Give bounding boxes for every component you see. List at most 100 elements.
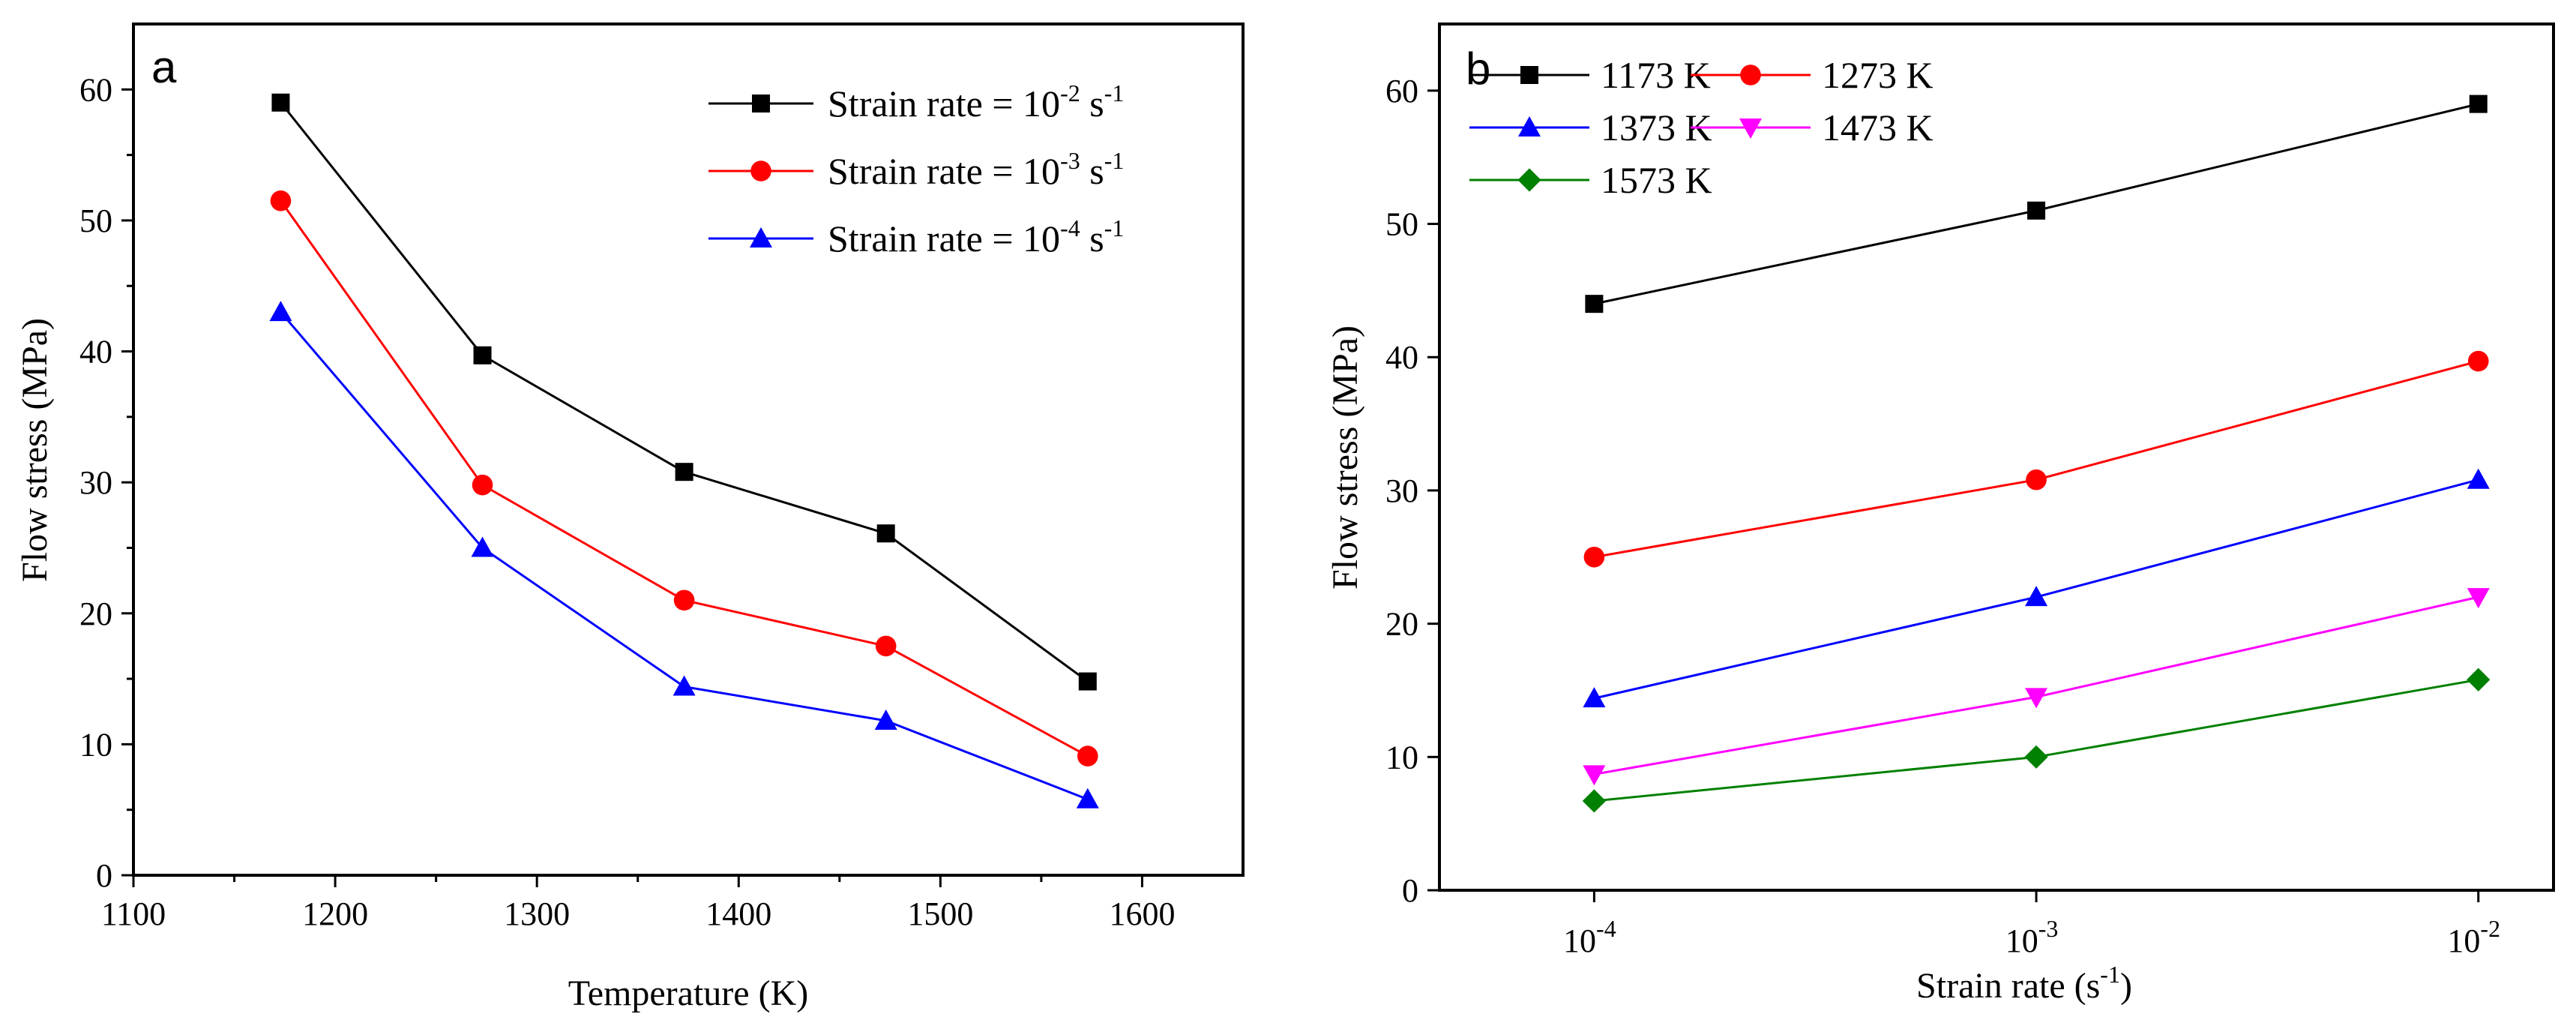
x-tick-label: 10-3 xyxy=(2005,915,2059,959)
data-point xyxy=(2027,201,2046,220)
y-tick-label: 40 xyxy=(1385,339,1418,376)
y-tick-label: 40 xyxy=(79,334,112,370)
legend-entry-3: Strain rate = 10-4 s-1 xyxy=(708,214,1124,260)
legend-label: Strain rate = 10-4 s-1 xyxy=(828,214,1124,260)
y-tick-label: 10 xyxy=(79,726,112,763)
series-1273-k xyxy=(1583,350,2489,568)
data-point xyxy=(672,675,696,696)
legend-entry-4: 1473 K xyxy=(1691,106,1933,148)
legend-entry-1: Strain rate = 10-2 s-1 xyxy=(708,80,1124,124)
series-line xyxy=(1594,360,2479,559)
x-tick-label: 10-2 xyxy=(2447,915,2500,959)
legend-marker xyxy=(1520,66,1538,84)
data-point xyxy=(675,463,693,482)
panel-b-y-axis-title: Flow stress (MPa) xyxy=(1325,326,1365,590)
legend-marker xyxy=(750,227,772,248)
legend-entry-2: 1273 K xyxy=(1691,54,1933,96)
data-point xyxy=(1077,746,1098,766)
data-point xyxy=(673,590,695,611)
series-3 xyxy=(269,301,1099,808)
panel-a-y-axis-title: Flow stress (MPa) xyxy=(15,318,55,582)
series-1 xyxy=(271,93,1097,691)
data-point xyxy=(471,536,494,557)
series-1173-k xyxy=(1585,94,2488,314)
y-tick-label: 50 xyxy=(1385,206,1418,243)
data-point xyxy=(2467,468,2490,489)
panel-b-series xyxy=(1582,94,2491,813)
data-point xyxy=(1585,295,1604,314)
data-point xyxy=(1582,789,1606,813)
panel-b-letter: b xyxy=(1466,44,1490,94)
data-point xyxy=(1583,546,1605,568)
panel-b-plot-frame xyxy=(1438,22,2555,892)
x-tick-label: 1500 xyxy=(907,896,973,932)
panel-b-x-axis-title: Strain rate (s-1) xyxy=(1916,961,2132,1006)
panel-a-y-axis: 0 10 20 30 40 50 60 xyxy=(79,71,133,894)
y-tick-label: 20 xyxy=(1385,606,1418,643)
data-point xyxy=(876,524,895,543)
x-tick-label: 10-4 xyxy=(1563,915,1616,959)
data-point xyxy=(2467,588,2490,609)
y-tick-label: 0 xyxy=(96,857,112,894)
data-point xyxy=(1583,765,1606,786)
legend-entry-1: 1173 K xyxy=(1469,54,1711,96)
panel-a-letter: a xyxy=(151,42,177,92)
data-point xyxy=(1078,672,1097,691)
y-tick-label: 50 xyxy=(79,202,112,239)
data-point xyxy=(875,635,897,657)
data-point xyxy=(2025,688,2048,709)
y-tick-label: 30 xyxy=(79,464,112,501)
legend-marker xyxy=(752,94,770,112)
panel-a-x-axis: 1100 1200 1300 1400 1500 1600 xyxy=(101,875,1175,932)
x-tick-label: 1400 xyxy=(705,896,771,932)
legend-entry-3: 1373 K xyxy=(1469,106,1712,148)
panel-b-y-axis: 0 10 20 30 40 50 60 xyxy=(1385,73,1439,909)
x-tick-label: 1600 xyxy=(1109,896,1175,932)
series-1373-k xyxy=(1583,468,2490,708)
legend-marker xyxy=(1739,118,1762,139)
legend-entry-5: 1573 K xyxy=(1469,159,1712,201)
y-tick-label: 20 xyxy=(79,596,112,632)
data-point xyxy=(1583,687,1606,708)
x-tick-label: 1200 xyxy=(302,896,368,932)
data-point xyxy=(874,709,897,730)
series-1473-k xyxy=(1583,588,2490,786)
legend-label: 1573 K xyxy=(1601,159,1712,201)
y-tick-label: 0 xyxy=(1402,872,1418,909)
y-tick-label: 60 xyxy=(79,71,112,108)
x-tick-label: 1300 xyxy=(504,896,570,932)
panel-a-legend: Strain rate = 10-2 s-1 Strain rate = 10-3… xyxy=(708,80,1124,260)
legend-label: Strain rate = 10-3 s-1 xyxy=(828,147,1124,192)
series-2 xyxy=(270,190,1098,766)
data-point xyxy=(2026,469,2047,490)
legend-label: 1273 K xyxy=(1822,54,1933,96)
data-point xyxy=(473,346,492,364)
panel-b-chart: b 0 10 20 30 40 50 60 10-4 10-3 10-2 1173 K 1273 … xyxy=(1325,22,2555,1006)
data-point xyxy=(1076,788,1099,808)
y-tick-label: 30 xyxy=(1385,472,1418,509)
y-tick-label: 10 xyxy=(1385,739,1418,776)
panel-a-series xyxy=(269,93,1099,808)
panel-a-plot-frame xyxy=(132,22,1245,877)
data-point xyxy=(2469,94,2488,113)
legend-label: Strain rate = 10-2 s-1 xyxy=(828,80,1124,124)
data-point xyxy=(270,190,292,212)
data-point xyxy=(2467,350,2489,372)
legend-marker xyxy=(1518,116,1541,136)
y-tick-label: 60 xyxy=(1385,73,1418,110)
data-point xyxy=(2025,586,2048,607)
legend-marker xyxy=(1740,64,1761,86)
x-tick-label: 1100 xyxy=(101,896,166,932)
data-point xyxy=(269,301,292,322)
data-point xyxy=(2467,668,2491,692)
data-point xyxy=(271,93,290,112)
panel-b-legend: 1173 K 1273 K 1373 K 1473 K 1573 K xyxy=(1469,54,1933,201)
panel-a-x-axis-title: Temperature (K) xyxy=(568,974,808,1013)
legend-marker xyxy=(750,160,771,182)
legend-label: 1473 K xyxy=(1822,106,1933,148)
series-line xyxy=(280,311,1089,801)
legend-entry-2: Strain rate = 10-3 s-1 xyxy=(708,147,1124,192)
panel-a-chart: a 0 10 20 30 40 50 60 1100 1200 1300 1400 1500 1600… xyxy=(15,22,1245,1013)
panel-b-x-axis: 10-4 10-3 10-2 xyxy=(1563,890,2500,959)
